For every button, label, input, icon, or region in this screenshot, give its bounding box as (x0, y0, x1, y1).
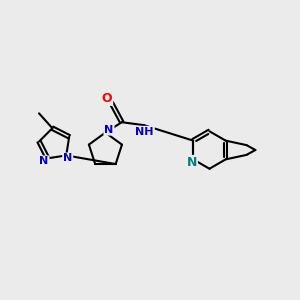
Text: N: N (39, 156, 49, 166)
Text: O: O (102, 92, 112, 105)
Text: N: N (63, 153, 72, 164)
Text: N: N (104, 124, 114, 135)
Text: NH: NH (135, 127, 154, 137)
Text: N: N (187, 156, 197, 169)
